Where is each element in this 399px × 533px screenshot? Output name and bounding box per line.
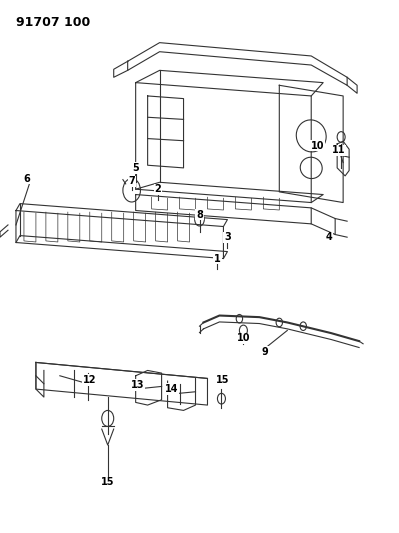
Text: 4: 4	[326, 232, 332, 242]
Text: 9: 9	[262, 347, 269, 357]
Text: 91707 100: 91707 100	[16, 16, 90, 29]
Text: 5: 5	[132, 163, 139, 173]
Text: 2: 2	[154, 184, 161, 194]
Text: 12: 12	[83, 375, 97, 385]
Text: 11: 11	[332, 146, 346, 155]
Text: 15: 15	[101, 478, 115, 487]
Text: 1: 1	[214, 254, 221, 263]
Text: 8: 8	[196, 210, 203, 220]
Text: 15: 15	[216, 375, 229, 385]
Text: 6: 6	[24, 174, 30, 183]
Text: 10: 10	[237, 334, 250, 343]
Text: 14: 14	[165, 384, 178, 394]
Text: 13: 13	[131, 380, 144, 390]
Text: 3: 3	[224, 232, 231, 242]
Text: 7: 7	[128, 176, 135, 186]
Text: 10: 10	[310, 141, 324, 150]
